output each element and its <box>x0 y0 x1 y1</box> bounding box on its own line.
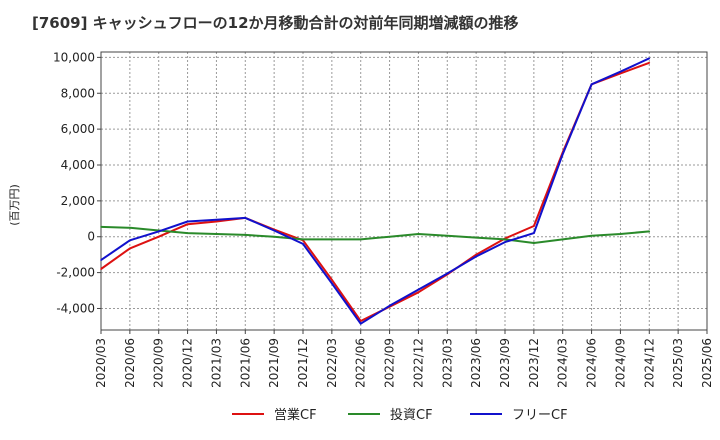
data-point <box>648 230 651 233</box>
y-tick-label: 6,000 <box>61 122 95 136</box>
series-line-0 <box>100 61 650 322</box>
data-point <box>561 153 564 156</box>
series-line-2 <box>100 57 650 325</box>
data-point <box>244 217 247 219</box>
x-tick-label: 2021/03 <box>209 338 223 388</box>
x-tick-label: 2022/06 <box>354 338 368 388</box>
data-point <box>331 282 333 285</box>
data-point <box>504 241 506 243</box>
data-point <box>590 235 593 237</box>
x-tick-label: 2025/06 <box>700 338 714 388</box>
data-point <box>186 232 189 234</box>
x-tick-label: 2021/09 <box>267 338 281 388</box>
data-point <box>331 238 333 241</box>
data-point <box>388 304 391 307</box>
data-point <box>215 233 218 235</box>
y-axis-label: (百万円) <box>8 184 21 226</box>
x-tick-label: 2024/06 <box>585 338 599 388</box>
y-tick-label: 2,000 <box>61 194 95 208</box>
data-point <box>186 223 189 225</box>
data-point <box>157 230 160 233</box>
legend-label: 投資CF <box>390 407 433 423</box>
x-tick-label: 2023/06 <box>469 338 483 388</box>
x-tick-label: 2022/03 <box>325 338 339 388</box>
x-tick-label: 2021/12 <box>296 338 310 388</box>
data-point <box>648 61 651 64</box>
y-tick-label: 4,000 <box>61 158 95 172</box>
data-point <box>417 291 420 294</box>
series-line-1 <box>100 225 650 244</box>
data-point <box>129 247 131 250</box>
data-point <box>100 259 102 261</box>
x-tick-label: 2024/03 <box>556 338 570 388</box>
x-tick-label: 2022/12 <box>411 338 425 388</box>
y-tick-label: -2,000 <box>56 266 95 280</box>
x-tick-label: 2020/12 <box>181 338 195 388</box>
y-tick-label: 8,000 <box>61 86 95 100</box>
data-point <box>475 236 477 239</box>
data-point <box>417 288 420 291</box>
x-tick-label: 2021/06 <box>238 338 252 388</box>
y-axis-ticks: 10,000 8,000 6,000 4,000 2,000 0 -2,000 -4,000 <box>53 50 101 315</box>
x-tick-label: 2025/03 <box>671 338 685 388</box>
x-tick-label: 2023/09 <box>498 338 512 388</box>
data-point <box>186 220 189 223</box>
data-point <box>215 220 218 223</box>
data-point <box>504 238 506 241</box>
series-lines <box>100 57 651 325</box>
data-point <box>331 278 333 281</box>
data-point <box>359 320 362 322</box>
plot-area <box>100 51 708 331</box>
x-tick-label: 2020/03 <box>94 338 108 388</box>
data-point <box>619 70 622 73</box>
y-tick-label: -4,000 <box>56 301 95 315</box>
legend-label: フリーCF <box>512 408 568 423</box>
data-point <box>359 322 362 325</box>
data-point <box>475 255 477 258</box>
data-point <box>244 234 247 236</box>
data-point <box>302 238 304 241</box>
x-tick-label: 2020/09 <box>152 338 166 388</box>
data-point <box>648 57 651 60</box>
y-tick-label: 10,000 <box>53 50 95 64</box>
data-point <box>533 232 535 234</box>
data-point <box>359 238 362 241</box>
data-point <box>129 226 131 229</box>
data-point <box>446 272 449 275</box>
data-point <box>533 242 535 244</box>
data-point <box>446 235 449 237</box>
data-point <box>475 253 477 256</box>
x-tick-label: 2024/12 <box>642 338 656 388</box>
legend-label: 営業CF <box>274 407 317 423</box>
legend: 営業CF 投資CF フリーCF <box>232 407 568 423</box>
data-point <box>388 235 391 238</box>
x-axis-ticks: 2020/03 2020/06 2020/09 2020/12 2021/03 2021/… <box>94 330 714 388</box>
data-point <box>215 218 218 221</box>
data-point <box>273 235 275 238</box>
data-point <box>561 238 564 241</box>
x-tick-label: 2023/03 <box>440 338 454 388</box>
data-point <box>157 235 160 238</box>
data-point <box>417 233 420 235</box>
data-point <box>273 229 275 232</box>
data-point <box>533 225 535 227</box>
chart-title: [7609] キャッシュフローの12か月移動合計の対前年同期増減額の推移 <box>32 14 519 32</box>
data-point <box>590 83 593 86</box>
data-point <box>619 72 622 75</box>
data-point <box>302 243 304 245</box>
grid <box>101 52 707 330</box>
data-point <box>619 233 622 235</box>
x-tick-label: 2020/06 <box>123 338 137 388</box>
data-point <box>100 268 102 270</box>
x-tick-label: 2023/12 <box>527 338 541 388</box>
data-point <box>129 239 131 242</box>
y-tick-label: 0 <box>87 230 95 244</box>
x-tick-label: 2022/09 <box>383 338 397 388</box>
x-tick-label: 2024/09 <box>613 338 627 388</box>
data-point <box>100 226 102 228</box>
